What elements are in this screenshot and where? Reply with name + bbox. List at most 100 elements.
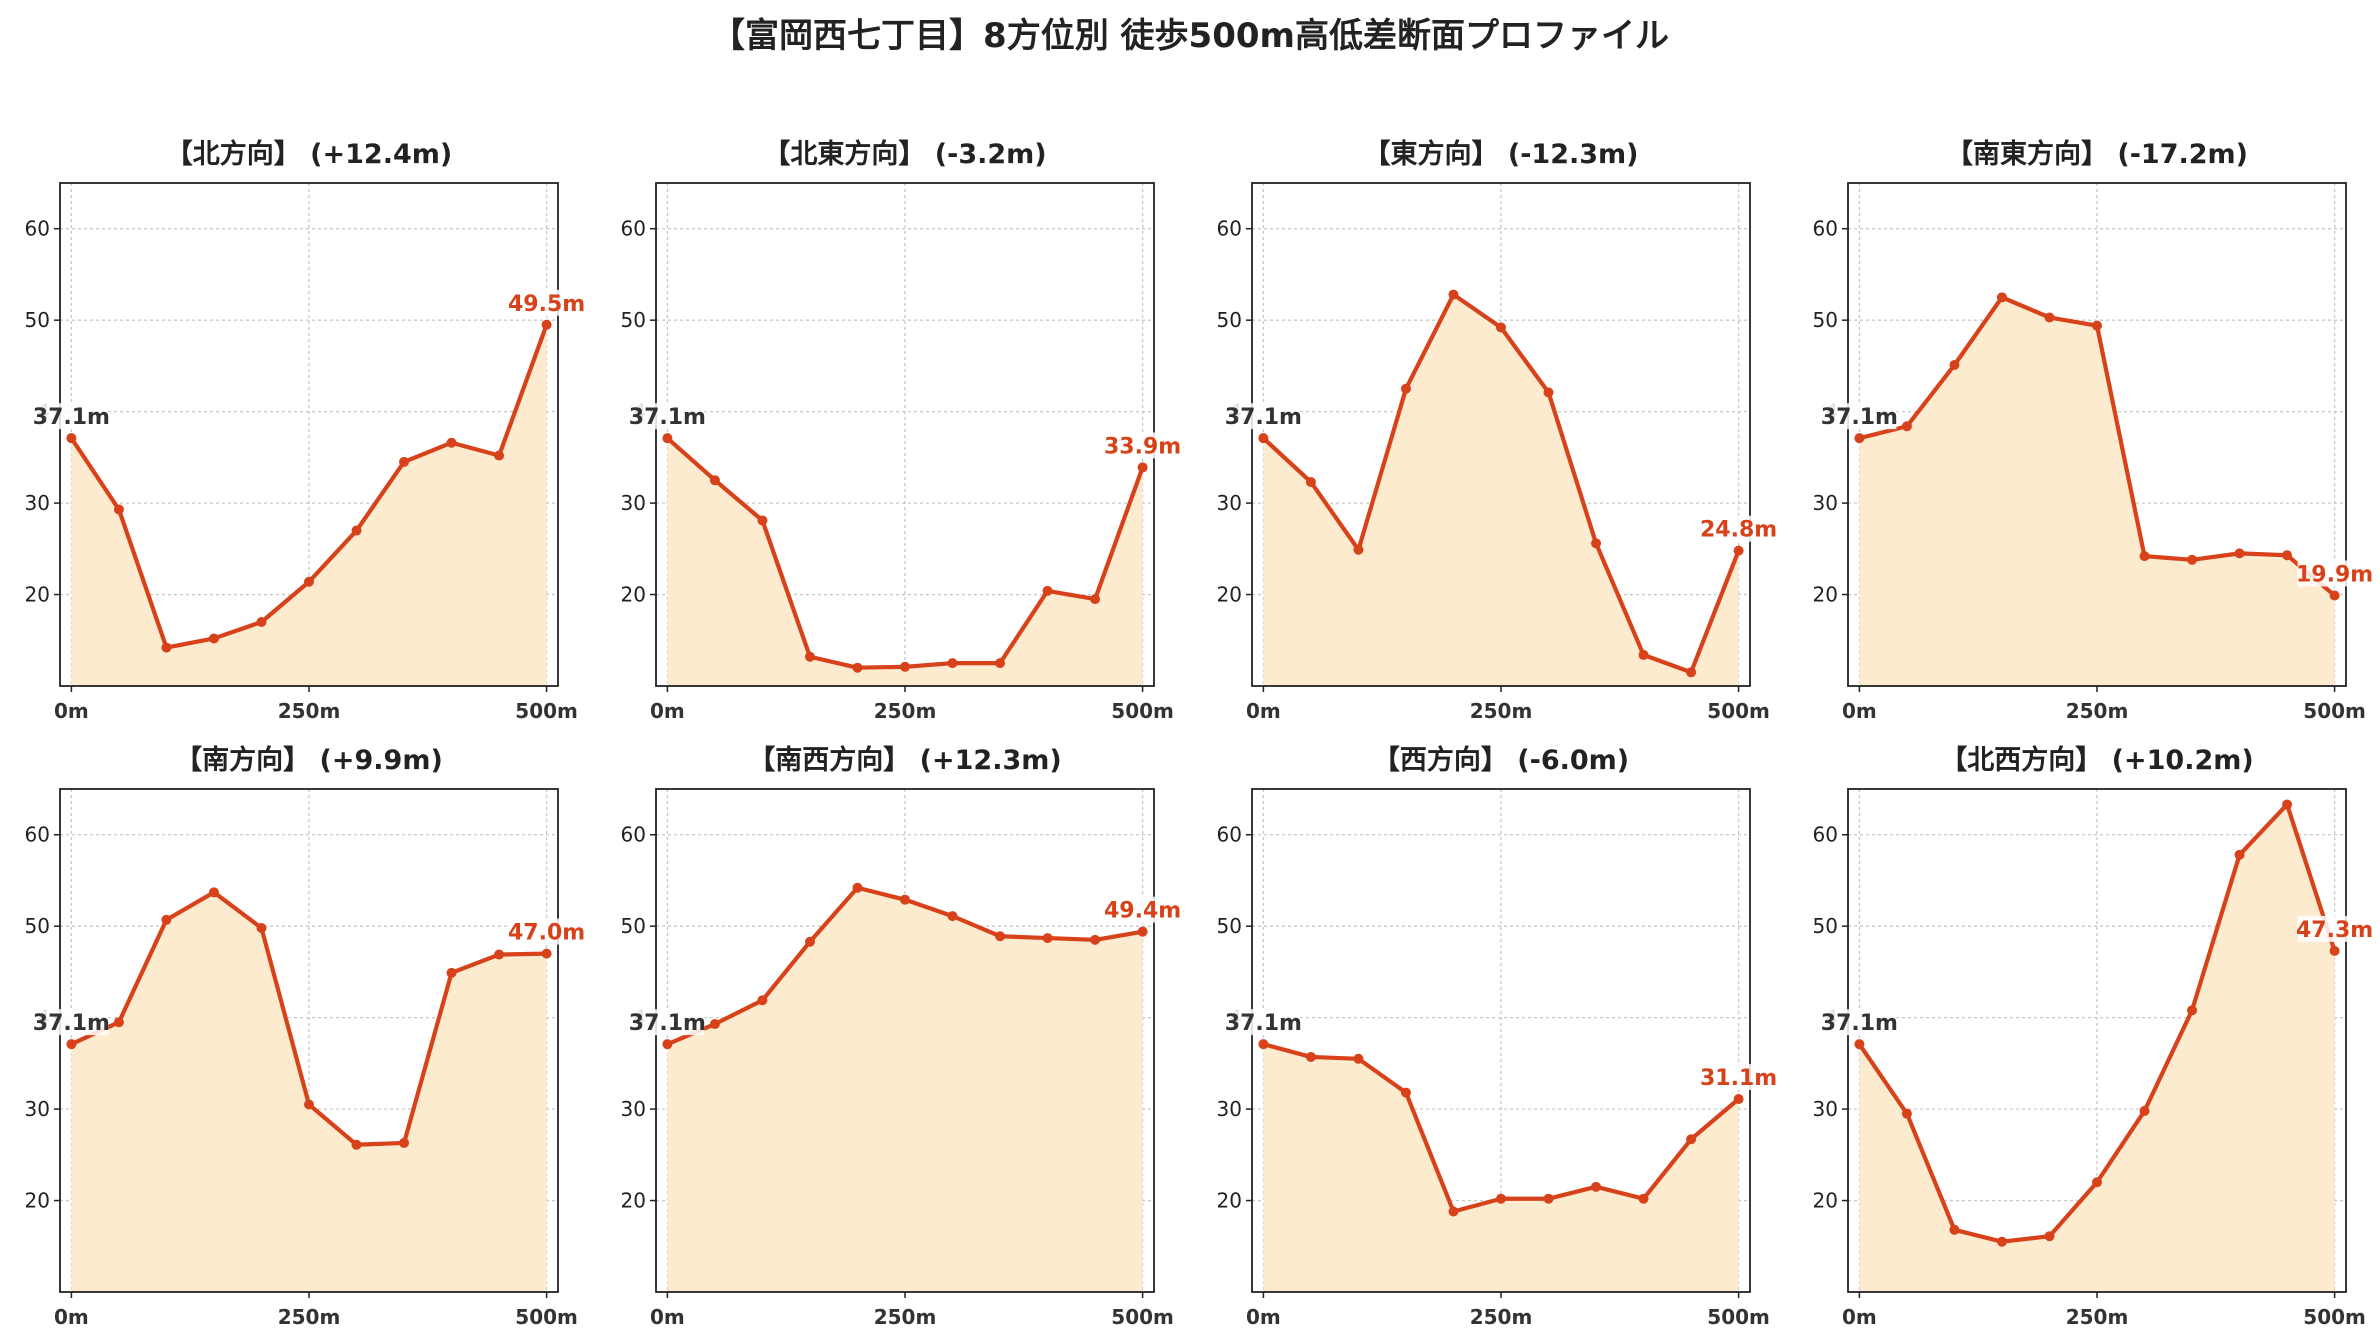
y-tick-label: 50: [1813, 914, 1838, 938]
x-tick-label: 0m: [650, 699, 685, 723]
data-point: [709, 475, 720, 486]
area-fill: [1859, 297, 2335, 686]
area-fill: [667, 438, 1143, 686]
data-point: [1686, 1134, 1697, 1145]
data-point: [351, 525, 362, 536]
data-point: [1042, 933, 1053, 944]
y-tick-label: 60: [25, 217, 50, 241]
end-value-label: 19.9m: [2296, 562, 2373, 587]
panel-8: 【北西方向】 (+10.2m)2030450600m250m500m37.1m4…: [1813, 744, 2374, 1329]
end-value-label: 47.0m: [508, 921, 585, 946]
area-fill: [1263, 294, 1739, 686]
end-value-label: 49.5m: [508, 292, 585, 317]
data-point: [1137, 462, 1148, 473]
y-tick-label: 60: [1217, 823, 1242, 847]
start-label-bg: [1226, 403, 1301, 430]
data-point: [161, 642, 172, 653]
x-tick-label: 0m: [650, 1305, 685, 1329]
data-point: [446, 437, 457, 448]
area-fill: [1859, 804, 2335, 1292]
x-tick-label: 500m: [2303, 1305, 2366, 1329]
panel-title: 【南方向】 (+9.9m): [175, 744, 443, 776]
y-tick-label: 30: [25, 491, 50, 515]
panel-5: 【南方向】 (+9.9m)2030450600m250m500m37.1m47.…: [25, 744, 586, 1329]
data-point: [1305, 477, 1316, 488]
data-point: [804, 936, 815, 947]
data-point: [1543, 387, 1554, 398]
x-tick-label: 250m: [1470, 699, 1533, 723]
x-tick-label: 250m: [874, 699, 937, 723]
x-tick-label: 0m: [1842, 1305, 1877, 1329]
start-label-bg: [1226, 1009, 1301, 1036]
y-tick-label: 30: [1217, 1097, 1242, 1121]
start-value-label: 37.1m: [33, 1011, 110, 1036]
start-label-bg: [34, 403, 109, 430]
start-label-bg: [1822, 1009, 1897, 1036]
data-point: [1042, 585, 1053, 596]
end-value-label: 31.1m: [1700, 1066, 1777, 1091]
data-point: [1591, 1181, 1602, 1192]
data-point: [399, 1137, 410, 1148]
x-tick-label: 250m: [278, 699, 341, 723]
x-tick-label: 250m: [2066, 1305, 2129, 1329]
y-tick-label: 30: [621, 491, 646, 515]
data-point: [1901, 421, 1912, 432]
data-point: [1591, 538, 1602, 549]
data-point: [1400, 1087, 1411, 1098]
data-point: [446, 967, 457, 978]
x-tick-label: 250m: [278, 1305, 341, 1329]
end-label-bg: [1105, 896, 1180, 923]
data-point: [256, 616, 267, 627]
y-tick-label: 50: [1217, 914, 1242, 938]
data-point: [1353, 1053, 1364, 1064]
data-point: [2092, 1177, 2102, 1188]
data-point: [662, 433, 673, 444]
data-point: [2044, 312, 2055, 323]
y-tick-label: 30: [1813, 491, 1838, 515]
data-point: [1638, 649, 1649, 660]
y-tick-label: 20: [25, 583, 50, 607]
data-point: [900, 661, 910, 672]
y-tick-label: 20: [1217, 1189, 1242, 1213]
panel-title: 【東方向】 (-12.3m): [1363, 138, 1638, 170]
data-point: [541, 948, 552, 959]
start-value-label: 37.1m: [629, 405, 706, 430]
y-tick-label: 20: [621, 583, 646, 607]
start-label-bg: [630, 403, 705, 430]
y-tick-label: 30: [1217, 491, 1242, 515]
data-point: [1854, 1039, 1865, 1050]
x-tick-label: 500m: [515, 699, 578, 723]
data-point: [995, 931, 1006, 942]
end-label-bg: [509, 289, 584, 316]
data-point: [494, 450, 505, 461]
end-value-label: 47.3m: [2296, 918, 2373, 943]
x-tick-label: 500m: [2303, 699, 2366, 723]
y-tick-label: 50: [621, 914, 646, 938]
data-point: [709, 1019, 720, 1030]
end-label-bg: [2297, 915, 2372, 942]
y-tick-label: 60: [1217, 217, 1242, 241]
data-point: [304, 1099, 314, 1110]
y-tick-label: 50: [25, 308, 50, 332]
start-value-label: 37.1m: [1225, 405, 1302, 430]
data-point: [2187, 1005, 2198, 1016]
data-point: [1949, 1224, 1960, 1235]
panel-2: 【北東方向】 (-3.2m)2030450600m250m500m37.1m33…: [621, 138, 1182, 723]
x-tick-label: 0m: [54, 699, 89, 723]
data-point: [2187, 554, 2198, 565]
data-point: [1090, 934, 1101, 945]
data-point: [1258, 1039, 1269, 1050]
data-point: [900, 894, 910, 905]
x-tick-label: 500m: [1111, 699, 1174, 723]
data-point: [399, 456, 410, 467]
start-value-label: 37.1m: [33, 405, 110, 430]
data-point: [66, 433, 77, 444]
end-value-label: 49.4m: [1104, 899, 1181, 924]
data-point: [1496, 322, 1506, 333]
data-point: [113, 1017, 124, 1028]
x-tick-label: 250m: [2066, 699, 2129, 723]
data-point: [1733, 1094, 1744, 1105]
data-point: [1638, 1193, 1649, 1204]
y-tick-label: 60: [621, 823, 646, 847]
